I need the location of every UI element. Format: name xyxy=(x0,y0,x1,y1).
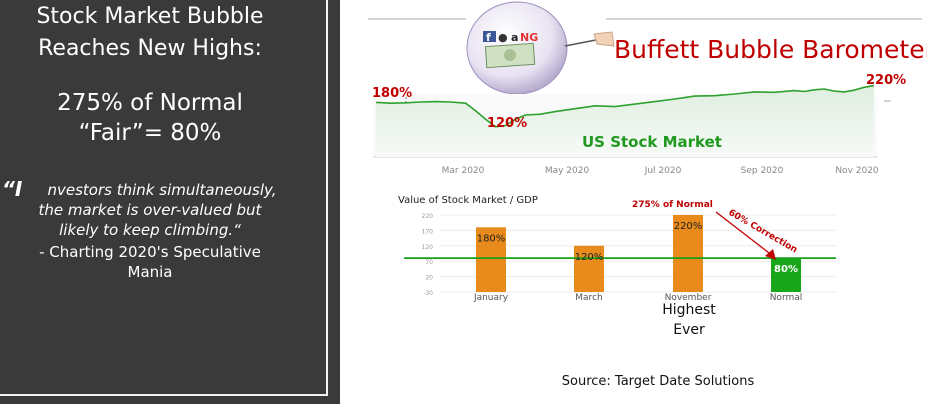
logo-apple-icon: ● xyxy=(498,31,508,44)
logo-ng: NG xyxy=(520,31,538,44)
logo-a: a xyxy=(511,31,518,44)
headline-line2: Reaches New Highs: xyxy=(38,36,262,61)
chart-title: Buffett Bubble Barometer xyxy=(614,35,927,64)
right-charts: f ● a NG Buffett Bubble Barometer 180% 1… xyxy=(368,1,927,389)
line-chart: 180% 120% 220% US Stock Market Mar 2020 … xyxy=(372,73,906,176)
bar-y-tick: 70 xyxy=(425,259,433,266)
label-120: 120% xyxy=(487,116,527,131)
quote-line3: likely to keep climbing.“ xyxy=(59,221,241,239)
bar-chart: Value of Stock Market / GDP 220170120702… xyxy=(398,195,836,338)
bar-y-tick: 120 xyxy=(422,244,434,251)
bar-january xyxy=(476,227,506,292)
attribution-line2: Mania xyxy=(127,263,173,281)
bar-category-label: January xyxy=(473,293,509,303)
quote-open: “I xyxy=(2,177,23,201)
x-tick-may: May 2020 xyxy=(545,166,590,176)
bars xyxy=(476,215,801,292)
arrow-head-icon xyxy=(765,249,776,260)
bar-value-labels: 180% 120% 220% 80% xyxy=(477,221,798,275)
quote-line2: the market is over-valued but xyxy=(38,201,262,219)
bar-chart-title: Value of Stock Market / GDP xyxy=(398,195,538,206)
bubble-logo-icon: f ● a NG xyxy=(466,1,568,95)
bar-value-label: 80% xyxy=(774,264,798,275)
correction-arrow xyxy=(715,211,774,257)
pin-icon xyxy=(564,31,615,47)
bar-y-tick: 170 xyxy=(422,228,434,235)
bar-y-tick: 220 xyxy=(422,213,434,220)
annotation-275: 275% of Normal xyxy=(632,200,713,210)
bar-category-label: November xyxy=(665,293,712,303)
logo-f: f xyxy=(486,31,491,44)
x-tick-mar: Mar 2020 xyxy=(442,166,485,176)
bar-y-tick: -30 xyxy=(423,290,433,297)
bar-category-label: Normal xyxy=(770,293,803,303)
bar-normal xyxy=(771,258,801,292)
x-tick-jul: Jul 2020 xyxy=(644,166,682,176)
bar-category-label: March xyxy=(575,293,602,303)
x-tick-sep: Sep 2020 xyxy=(741,166,784,176)
bar-y-ticks: 220 170 120 70 20 -30 xyxy=(422,213,434,297)
bar-category-labels: January March November Normal xyxy=(473,293,802,303)
us-stock-market-label: US Stock Market xyxy=(582,133,722,151)
ever-label: Ever xyxy=(673,322,705,338)
market-line xyxy=(375,84,875,128)
left-panel: Stock Market Bubble Reaches New Highs: 2… xyxy=(0,0,340,404)
x-tick-nov: Nov 2020 xyxy=(835,166,879,176)
bar-value-label: 180% xyxy=(477,233,506,244)
bar-y-tick: 20 xyxy=(425,275,433,282)
line-area-fill xyxy=(376,85,874,157)
headline-line1: Stock Market Bubble xyxy=(36,4,264,29)
label-180: 180% xyxy=(372,86,412,101)
bar-march xyxy=(574,245,604,292)
highest-label: Highest xyxy=(662,302,716,318)
percent-of-normal: 275% of Normal xyxy=(57,90,243,116)
panel-border xyxy=(0,0,328,396)
quote-line1: nvestors think simultaneously, xyxy=(47,181,277,199)
source-label: Source: Target Date Solutions xyxy=(562,374,755,389)
fair-value: “Fair”= 80% xyxy=(78,120,222,146)
attribution-line1: - Charting 2020's Speculative xyxy=(39,243,261,261)
bar-value-label: 120% xyxy=(575,252,604,263)
bar-november xyxy=(673,215,703,292)
label-220: 220% xyxy=(866,73,906,88)
bar-value-label: 220% xyxy=(674,221,703,232)
